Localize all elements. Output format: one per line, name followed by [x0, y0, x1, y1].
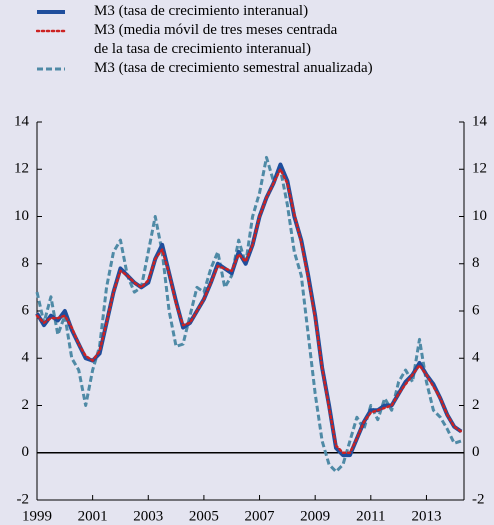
x-tick-label: 2005 [189, 508, 219, 524]
y2-tick-label: -2 [472, 491, 485, 507]
legend-item: M3 (media móvil de tres meses centrada d… [36, 21, 373, 59]
legend-swatch [36, 59, 66, 78]
legend: M3 (tasa de crecimiento interanual) M3 (m… [36, 2, 373, 78]
y-tick-label: 10 [14, 208, 29, 224]
legend-item: M3 (tasa de crecimiento interanual) [36, 2, 373, 21]
y-tick-label: 2 [22, 397, 30, 413]
y2-tick-label: 2 [472, 397, 480, 413]
legend-swatch-svg [37, 10, 65, 14]
y2-tick-label: 4 [472, 350, 480, 366]
legend-label: M3 (tasa de crecimiento semestral anuali… [94, 60, 373, 76]
y-tick-label: 0 [22, 444, 30, 460]
legend-item: M3 (tasa de crecimiento semestral anuali… [36, 59, 373, 78]
y-tick-label: 6 [22, 302, 30, 318]
y2-tick-label: 6 [472, 302, 480, 318]
y2-tick-label: 12 [472, 161, 487, 177]
series-line [35, 168, 463, 454]
x-tick-label: 2001 [78, 508, 108, 524]
legend-swatch-svg [37, 67, 65, 71]
y2-tick-label: 8 [472, 255, 480, 271]
legend-swatch [36, 2, 66, 21]
series-line [35, 162, 463, 458]
y2-tick-label: 14 [472, 113, 488, 129]
x-tick-label: 2007 [245, 508, 276, 524]
legend-label: M3 (tasa de crecimiento interanual) [94, 3, 309, 19]
y2-tick-label: 10 [472, 208, 487, 224]
y2-tick-label: 0 [472, 444, 480, 460]
y-tick-label: -2 [17, 491, 30, 507]
series-line [35, 155, 462, 474]
legend-swatch-svg [36, 29, 66, 33]
legend-swatch [36, 21, 66, 40]
y-tick-label: 14 [14, 113, 30, 129]
y-tick-label: 8 [22, 255, 30, 271]
y-tick-label: 12 [14, 161, 29, 177]
x-tick-label: 2011 [356, 508, 385, 524]
x-tick-label: 2003 [133, 508, 163, 524]
legend-label: M3 (media móvil de tres meses centrada d… [94, 22, 338, 57]
x-tick-label: 1999 [22, 508, 52, 524]
x-tick-label: 2013 [411, 508, 441, 524]
x-tick-label: 2009 [300, 508, 330, 524]
y-tick-label: 4 [22, 350, 30, 366]
